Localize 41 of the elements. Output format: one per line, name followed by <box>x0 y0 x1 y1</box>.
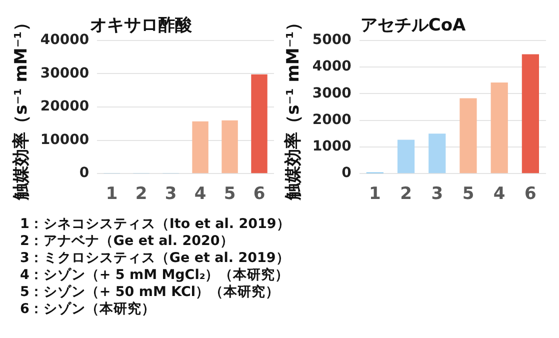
y-tick-label: 10000 <box>40 132 90 148</box>
text: 3：ミクロシスティス（Ge et al. 2019） <box>20 250 290 267</box>
y-tick-label: 4000 <box>312 58 352 75</box>
x-tick-label: 5 <box>224 184 236 204</box>
x-tick-label: 6 <box>524 184 536 204</box>
bar <box>251 74 268 174</box>
y-axis-title: 触媒効率（s⁻¹ mM⁻¹） <box>284 14 304 201</box>
y-tick-label: 5000 <box>312 32 352 48</box>
text: 6：シゾン（本研究） <box>20 301 156 318</box>
chart-title: アセチルCoA <box>360 16 466 36</box>
bar <box>222 120 238 174</box>
y-tick-label: 30000 <box>40 65 90 82</box>
bar <box>192 121 208 174</box>
bar <box>490 82 508 174</box>
x-tick-label: 4 <box>493 184 506 204</box>
text: 5：シゾン（+ 50 mM KCl）（本研究） <box>20 284 280 301</box>
text: 2：アナベナ（Ge et al. 2020） <box>20 233 235 250</box>
x-tick-label: 1 <box>106 184 118 204</box>
x-tick-label: 4 <box>194 184 206 204</box>
bar <box>397 140 415 174</box>
x-tick-label: 6 <box>253 184 266 204</box>
y-tick-label: 0 <box>79 165 90 182</box>
bar <box>522 54 539 174</box>
x-tick-label: 1 <box>368 184 381 204</box>
x-tick-label: 2 <box>400 184 412 204</box>
x-tick-label: 5 <box>462 184 474 204</box>
y-tick-label: 1000 <box>312 138 352 155</box>
y-tick-label: 40000 <box>40 32 90 48</box>
y-tick-label: 3000 <box>312 85 352 102</box>
bar <box>460 98 477 174</box>
text: 1：シネコシスティス（Ito et al. 2019） <box>20 216 290 233</box>
chart-title: オキサロ酢酸 <box>90 16 193 36</box>
y-axis-title: 触媒効率（s⁻¹ mM⁻¹） <box>12 14 32 201</box>
y-tick-label: 0 <box>342 165 352 182</box>
x-tick-label: 3 <box>431 184 444 204</box>
bar <box>428 134 446 174</box>
text: 4：シゾン（+ 5 mM MgCl₂）（本研究） <box>20 267 290 284</box>
x-tick-label: 2 <box>135 184 148 204</box>
y-tick-label: 20000 <box>40 98 90 115</box>
x-tick-label: 3 <box>164 184 177 204</box>
y-tick-label: 2000 <box>312 112 352 128</box>
